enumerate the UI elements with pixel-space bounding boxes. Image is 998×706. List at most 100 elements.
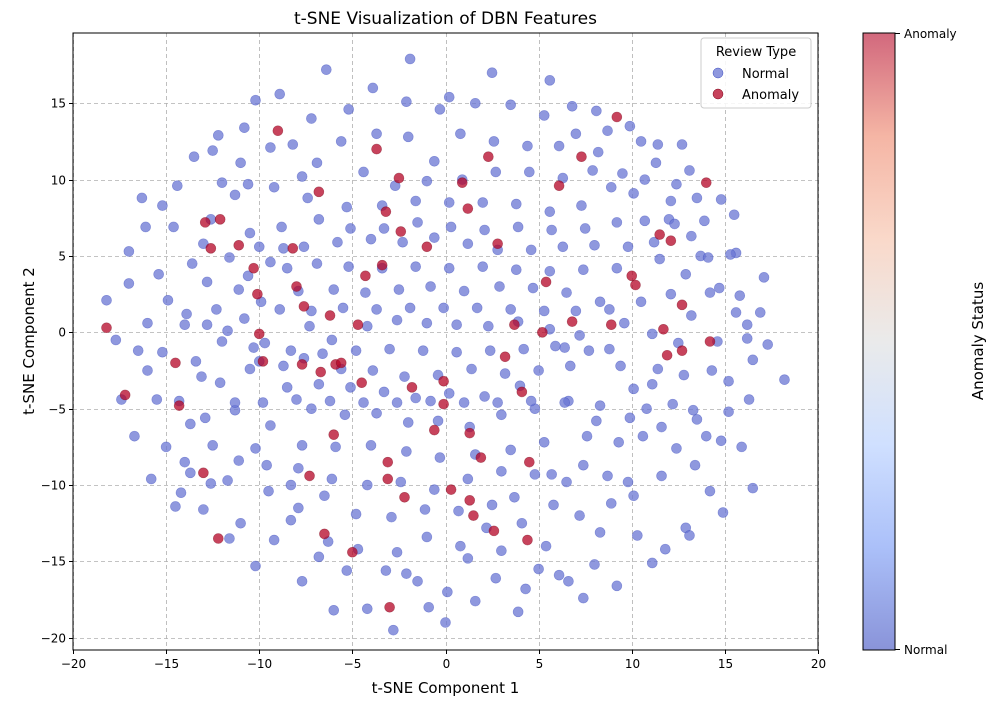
data-point-normal (367, 365, 379, 376)
data-point-normal (483, 320, 494, 332)
data-point-normal (404, 302, 416, 314)
data-point-normal (429, 232, 440, 243)
data-point-normal (492, 397, 503, 408)
data-point-normal (391, 397, 403, 408)
data-point-normal (686, 310, 697, 321)
data-point-normal (326, 334, 338, 346)
data-point-normal (423, 601, 435, 613)
data-point-normal (285, 514, 297, 526)
data-point-normal (281, 262, 293, 274)
y-axis: −20 −15 −10 −5 0 5 10 15 (41, 97, 73, 646)
data-point-normal (345, 382, 356, 393)
y-tick-label: 15 (51, 97, 66, 111)
data-point-normal (486, 67, 498, 79)
legend-label-anomaly: Anomaly (742, 88, 799, 103)
data-point-normal (671, 443, 682, 454)
data-point-normal (578, 264, 589, 276)
data-point-normal (512, 221, 524, 233)
data-point-normal (494, 281, 505, 292)
data-point-normal (268, 181, 280, 193)
data-point-anomaly (406, 382, 418, 393)
data-point-normal (216, 177, 228, 188)
data-point-normal (268, 534, 280, 546)
data-point-normal (378, 386, 390, 398)
data-point-normal (224, 533, 235, 544)
data-point-normal (706, 365, 718, 376)
data-point-normal (319, 490, 330, 502)
data-point-anomaly (540, 276, 552, 288)
data-point-normal (734, 290, 746, 301)
x-tick-label: 20 (811, 657, 826, 671)
data-point-normal (233, 455, 245, 466)
data-point-normal (602, 470, 613, 482)
data-point-normal (561, 287, 572, 298)
data-point-normal (248, 342, 259, 353)
data-point-normal (179, 319, 191, 331)
data-point-normal (622, 476, 634, 488)
data-point-normal (181, 308, 192, 320)
data-point-anomaly (233, 239, 245, 251)
data-point-normal (306, 403, 317, 414)
data-point-normal (440, 617, 451, 628)
data-point-normal (242, 178, 254, 190)
data-point-normal (419, 504, 431, 515)
data-point-normal (505, 304, 516, 315)
data-point-normal (589, 239, 600, 251)
data-point-normal (250, 560, 261, 572)
data-point-normal (579, 223, 591, 234)
data-point-normal (639, 215, 651, 227)
data-point-normal (490, 572, 502, 584)
data-point-normal (335, 136, 347, 147)
data-point-normal (172, 180, 183, 192)
data-point-normal (371, 304, 382, 315)
data-point-anomaly (475, 452, 487, 463)
data-point-normal (605, 498, 617, 509)
data-point-normal (628, 188, 639, 199)
data-point-normal (687, 404, 699, 416)
y-tick-label: −10 (41, 479, 66, 493)
data-point-normal (611, 262, 623, 274)
data-point-normal (386, 511, 397, 523)
data-point-normal (509, 491, 520, 503)
data-point-normal (326, 473, 338, 485)
data-point-anomaly (199, 217, 211, 228)
data-point-normal (525, 395, 537, 407)
data-point-normal (337, 302, 349, 314)
data-point-normal (332, 236, 343, 248)
chart-title: t-SNE Visualization of DBN Features (294, 9, 597, 29)
data-point-anomaly (291, 281, 302, 292)
data-point-normal (287, 139, 299, 150)
data-point-normal (686, 230, 697, 242)
data-point-normal (652, 139, 664, 150)
data-point-anomaly (376, 259, 388, 271)
y-tick-label: −15 (41, 555, 66, 569)
data-point-normal (486, 499, 498, 511)
data-point-normal (278, 360, 289, 372)
data-point-normal (434, 104, 446, 115)
data-point-normal (654, 253, 665, 265)
data-point-normal (652, 363, 664, 375)
data-point-normal (157, 346, 168, 358)
data-point-normal (538, 110, 550, 121)
data-point-normal (222, 475, 233, 486)
x-tick-label: −20 (61, 657, 86, 671)
data-point-normal (123, 278, 135, 289)
data-point-normal (665, 195, 677, 207)
data-point-normal (462, 238, 474, 250)
data-point-normal (253, 241, 265, 253)
data-point-normal (384, 343, 395, 355)
data-point-normal (628, 490, 639, 502)
data-point-normal (656, 470, 667, 482)
data-point-anomaly (492, 238, 503, 250)
data-point-normal (602, 125, 613, 137)
data-point-anomaly (468, 510, 479, 521)
data-point-normal (762, 339, 774, 350)
data-point-normal (244, 363, 256, 375)
data-point-normal (563, 575, 574, 587)
data-point-normal (365, 233, 377, 245)
data-point-normal (533, 365, 544, 376)
data-point-normal (196, 371, 207, 382)
data-point-normal (397, 236, 408, 248)
data-point-normal (741, 319, 753, 331)
plot-area-frame (72, 32, 819, 651)
